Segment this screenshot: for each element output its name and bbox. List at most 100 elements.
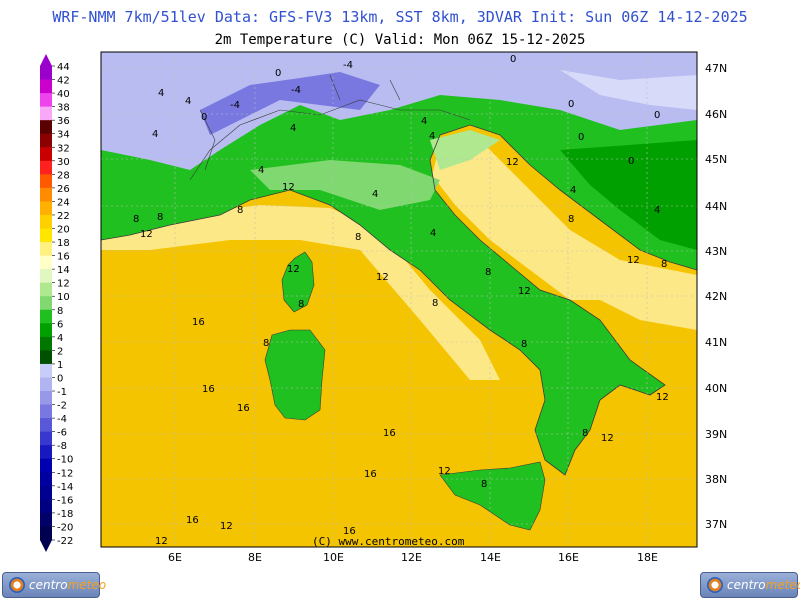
colorbar-swatch [40,377,52,392]
lat-label: 43N [705,245,727,258]
colorbar-label: 42 [57,76,70,87]
copyright-credit: (C) www.centrometeo.com [312,535,465,548]
contour-label: 16 [202,384,215,395]
alps-coldest [560,70,697,110]
logo-text: centrometeo [29,578,107,592]
colorbar-swatch [40,418,52,433]
contour-label: 16 [186,515,199,526]
logo-text: centrometeo [727,578,800,592]
contour-label: 0 [275,68,281,79]
colorbar-swatch [40,336,52,351]
colorbar-swatch [40,79,52,94]
italy-coastline [100,124,698,476]
contour-label: 12 [282,182,295,193]
warm-sea-area [101,232,697,547]
contour-label: 4 [158,88,164,99]
lat-label: 38N [705,473,727,486]
contour-label: 0 [578,132,584,143]
colorbar-swatch [40,391,52,406]
colorbar-label: 32 [57,143,70,154]
lon-label: 8E [248,551,262,564]
map-border [100,51,698,548]
colorbar-label: 4 [57,333,63,344]
contour-label: 0 [568,99,574,110]
logo-ring-icon [707,577,723,593]
colorbar-label: 16 [57,252,70,263]
colorbar-label: -16 [57,495,73,506]
contour-label: 8 [432,298,438,309]
contour-label: 4 [372,189,378,200]
colorbar-label: 28 [57,170,70,181]
contour-label: 12 [140,229,153,240]
contour-label: 4 [185,96,191,107]
colorbar-swatch [40,499,52,514]
adriatic-coast-light [430,130,500,170]
colorbar-swatch [40,106,52,121]
model-info-title: WRF-NMM 7km/51lev Data: GFS-FV3 13km, SS… [52,8,748,26]
colorbar-swatch [40,228,52,243]
colorbar-label: -12 [57,468,73,479]
contour-label: 4 [152,129,158,140]
contour-label: 8 [661,259,667,270]
lat-label: 44N [705,200,727,213]
contour-label: 8 [582,428,588,439]
country-borders [189,74,471,181]
colorbar-label: -14 [57,482,73,493]
colorbar-swatch [40,431,52,446]
colorbar-swatch [40,187,52,202]
colorbar-swatch [40,214,52,230]
variable-valid-title: 2m Temperature (C) Valid: Mon 06Z 15-12-… [214,32,586,48]
lat-label: 41N [705,336,727,349]
lat-label: 47N [705,62,727,75]
colorbar-swatch [40,147,52,162]
contour-label: 4 [570,185,576,196]
colorbar-swatch [40,174,52,189]
contour-label: 8 [485,267,491,278]
colorbar-swatch [40,309,52,324]
contour-label: -4 [230,100,240,111]
contour-label: 0 [628,156,634,167]
colorbar-label: 1 [57,360,63,371]
colorbar-label: 2 [57,346,63,357]
colorbar-swatch [40,93,52,108]
colorbar-label: 26 [57,184,70,195]
colorbar-swatch [40,363,52,378]
colorbar-swatch [40,296,52,311]
colorbar-label: 30 [57,157,70,168]
balkan-land [560,140,697,250]
logo-ring-icon [9,577,25,593]
colorbar-label: 36 [57,116,70,127]
colorbar-label: -8 [57,441,67,452]
lon-label: 12E [401,551,422,564]
colorbar-label: -18 [57,509,73,520]
po-valley [250,160,440,210]
colorbar-label: 34 [57,130,70,141]
contour-label: 16 [237,403,250,414]
contour-label: 8 [355,232,361,243]
contour-label: 4 [429,131,435,142]
colorbar-label: -20 [57,522,73,533]
colorbar: 4442403836343230282624222018161412108642… [40,54,73,552]
contour-label: 12 [220,521,233,532]
mainland-land [101,52,697,475]
lat-axis: 47N 46N 45N 44N 43N 42N 41N 40N 39N 38N … [705,62,727,531]
lat-label: 37N [705,518,727,531]
colorbar-swatch [40,133,52,148]
colorbar-swatch [40,269,52,284]
centrometeo-logo-right: centrometeo [700,572,800,598]
colorbar-swatch [40,120,52,135]
colorbar-swatch [40,485,52,500]
lat-label: 42N [705,290,727,303]
colorbar-label: -22 [57,536,73,547]
contour-label: -4 [343,60,353,71]
contour-label: 8 [237,205,243,216]
colorbar-label: 20 [57,225,70,236]
colorbar-label: 6 [57,319,63,330]
contour-label: 16 [343,526,356,537]
contour-label: 16 [192,317,205,328]
colorbar-swatch [40,255,52,270]
contour-label: 16 [364,469,377,480]
lat-label: 45N [705,153,727,166]
contour-label: 4 [258,165,264,176]
contour-label: 0 [510,54,516,65]
